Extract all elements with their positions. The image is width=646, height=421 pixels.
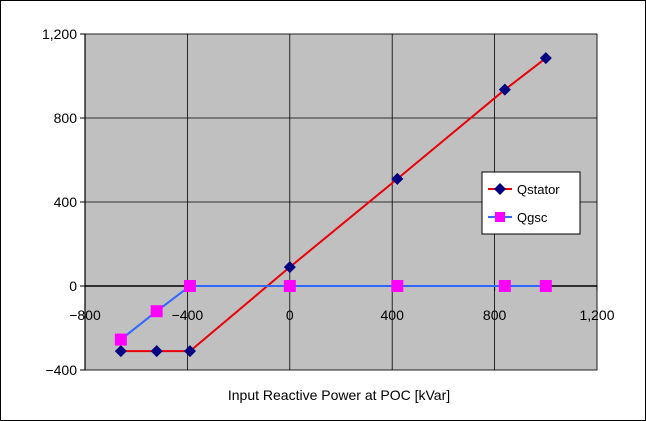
point-qstator-2 bbox=[183, 345, 196, 358]
x-tick-label-3: 400 bbox=[381, 307, 405, 323]
point-qgsc-0 bbox=[114, 333, 127, 346]
tick-labels: −800 −400 0 400 800 1,200 −400 0 400 800 1,200 bbox=[42, 26, 615, 378]
series-markers bbox=[114, 52, 552, 358]
point-qstator-6 bbox=[539, 52, 552, 65]
point-qstator-1 bbox=[150, 345, 163, 358]
legend-box bbox=[481, 171, 581, 235]
x-tick-label-4: 800 bbox=[483, 307, 507, 323]
y-tick-label-4: 1,200 bbox=[42, 26, 77, 42]
y-tick-label-1: 0 bbox=[69, 278, 77, 294]
point-qgsc-5 bbox=[498, 280, 511, 292]
point-qstator-0 bbox=[114, 345, 127, 358]
legend-marker-qstator bbox=[494, 183, 506, 195]
point-qgsc-3 bbox=[283, 280, 296, 292]
y-tick-label-2: 400 bbox=[54, 194, 78, 210]
legend-label-qstator: Qstator bbox=[517, 182, 560, 197]
legend-entry-qgsc: Qgsc bbox=[488, 210, 548, 225]
y-tick-label-3: 800 bbox=[54, 110, 78, 126]
legend-label-qgsc: Qgsc bbox=[517, 210, 548, 225]
x-tick-label-1: −400 bbox=[172, 307, 204, 323]
legend-entry-qstator: Qstator bbox=[488, 182, 560, 197]
point-qgsc-6 bbox=[539, 280, 552, 292]
x-axis-label: Input Reactive Power at POC [kVar] bbox=[228, 387, 450, 403]
point-qgsc-4 bbox=[391, 280, 404, 292]
point-qstator-5 bbox=[498, 83, 511, 96]
point-qgsc-1 bbox=[150, 305, 163, 318]
legend-marker-qgsc bbox=[495, 212, 505, 222]
x-tick-label-5: 1,200 bbox=[579, 307, 614, 323]
y-tick-label-0: −400 bbox=[45, 362, 77, 378]
x-tick-label-0: −800 bbox=[69, 307, 101, 323]
point-qstator-4 bbox=[391, 172, 404, 185]
point-qgsc-2 bbox=[183, 280, 196, 292]
x-tick-label-2: 0 bbox=[286, 307, 294, 323]
point-qstator-3 bbox=[283, 261, 296, 274]
legend: Qstator Qgsc bbox=[481, 171, 581, 235]
